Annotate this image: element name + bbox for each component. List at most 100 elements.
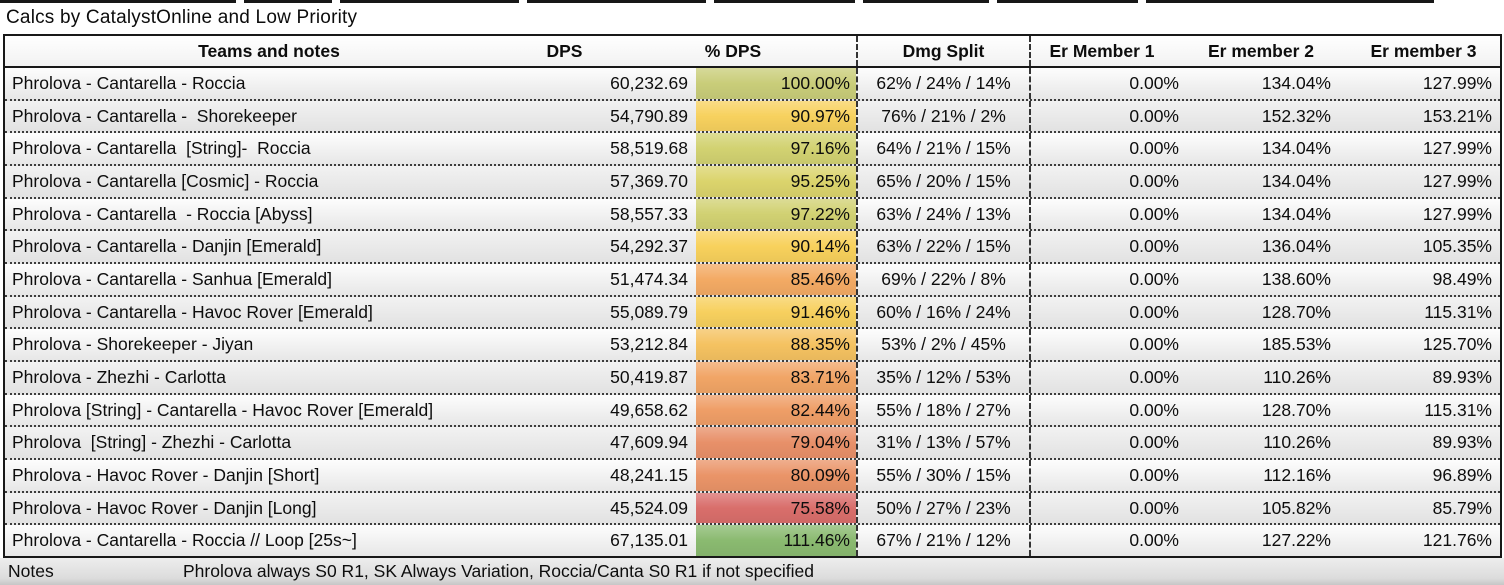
er-member-2-cell[interactable]: 128.70%: [1261, 301, 1331, 322]
er-member-2-cell[interactable]: 127.22%: [1261, 530, 1331, 551]
team-cell[interactable]: Phrolova - Cantarella [Cosmic] - Roccia: [12, 170, 319, 191]
pct-dps-cell[interactable]: 88.35%: [696, 329, 856, 361]
pct-dps-cell[interactable]: 83.71%: [696, 362, 856, 393]
team-cell[interactable]: Phrolova [String] - Zhezhi - Carlotta: [12, 432, 292, 453]
dmg-split-cell[interactable]: 55% / 18% / 27%: [856, 394, 1031, 426]
pct-dps-cell[interactable]: 82.44%: [696, 394, 856, 426]
column-header-pct-dps[interactable]: % DPS: [704, 40, 762, 61]
column-header-er-member-2[interactable]: Er member 2: [1207, 40, 1315, 61]
er-member-2-cell[interactable]: 112.16%: [1263, 464, 1331, 485]
dps-cell[interactable]: 67,135.01: [610, 530, 688, 551]
team-cell[interactable]: Phrolova - Shorekeeper - Jiyan: [12, 334, 254, 355]
dps-cell[interactable]: 55,089.79: [610, 301, 688, 322]
dmg-split-cell[interactable]: 53% / 2% / 45%: [856, 329, 1031, 361]
er-member-1-cell[interactable]: 0.00%: [1129, 497, 1179, 518]
pct-dps-cell[interactable]: 90.14%: [696, 231, 856, 263]
pct-dps-cell[interactable]: 97.16%: [696, 133, 856, 165]
er-member-2-cell[interactable]: 152.32%: [1261, 105, 1331, 126]
dps-cell[interactable]: 57,369.70: [610, 170, 688, 191]
er-member-1-cell[interactable]: 0.00%: [1129, 170, 1179, 191]
dmg-split-cell[interactable]: 31% / 13% / 57%: [856, 427, 1031, 459]
er-member-1-cell[interactable]: 0.00%: [1129, 399, 1179, 420]
er-member-3-cell[interactable]: 127.99%: [1422, 203, 1492, 224]
notes-text[interactable]: Phrolova always S0 R1, SK Always Variati…: [183, 561, 814, 581]
column-header-er-member-1[interactable]: Er Member 1: [1049, 40, 1155, 61]
er-member-2-cell[interactable]: 134.04%: [1261, 203, 1331, 224]
dmg-split-cell[interactable]: 63% / 22% / 15%: [856, 231, 1031, 263]
er-member-3-cell[interactable]: 89.93%: [1432, 366, 1492, 387]
er-member-2-cell[interactable]: 134.04%: [1261, 72, 1331, 93]
er-member-3-cell[interactable]: 121.76%: [1422, 530, 1492, 551]
er-member-3-cell[interactable]: 127.99%: [1422, 170, 1492, 191]
column-header-dmg-split[interactable]: Dmg Split: [856, 36, 1031, 66]
er-member-1-cell[interactable]: 0.00%: [1129, 334, 1179, 355]
team-cell[interactable]: Phrolova [String] - Cantarella - Havoc R…: [12, 399, 434, 420]
pct-dps-cell[interactable]: 97.22%: [696, 198, 856, 230]
er-member-3-cell[interactable]: 98.49%: [1432, 268, 1492, 289]
er-member-3-cell[interactable]: 115.31%: [1424, 301, 1492, 322]
pct-dps-cell[interactable]: 95.25%: [696, 166, 856, 197]
dmg-split-cell[interactable]: 76% / 21% / 2%: [856, 100, 1031, 132]
pct-dps-cell[interactable]: 90.97%: [696, 100, 856, 132]
dps-cell[interactable]: 60,232.69: [610, 72, 688, 93]
dmg-split-cell[interactable]: 50% / 27% / 23%: [856, 492, 1031, 524]
er-member-2-cell[interactable]: 134.04%: [1261, 170, 1331, 191]
er-member-3-cell[interactable]: 125.70%: [1422, 334, 1492, 355]
team-cell[interactable]: Phrolova - Cantarella [String]- Roccia: [12, 138, 311, 159]
er-member-2-cell[interactable]: 136.04%: [1261, 236, 1331, 257]
dmg-split-cell[interactable]: 62% / 24% / 14%: [856, 68, 1031, 99]
column-header-er-member-3[interactable]: Er member 3: [1370, 40, 1477, 61]
dps-cell[interactable]: 45,524.09: [610, 497, 688, 518]
dps-cell[interactable]: 53,212.84: [610, 334, 688, 355]
dmg-split-cell[interactable]: 67% / 21% / 12%: [856, 525, 1031, 557]
er-member-2-cell[interactable]: 110.26%: [1263, 366, 1331, 387]
column-header-dps[interactable]: DPS: [546, 40, 583, 61]
column-header-teams[interactable]: Teams and notes: [198, 40, 340, 61]
er-member-3-cell[interactable]: 153.21%: [1422, 105, 1492, 126]
er-member-2-cell[interactable]: 138.60%: [1261, 268, 1331, 289]
er-member-3-cell[interactable]: 89.93%: [1432, 432, 1492, 453]
dmg-split-cell[interactable]: 69% / 22% / 8%: [856, 264, 1031, 295]
dps-cell[interactable]: 58,557.33: [610, 203, 688, 224]
er-member-1-cell[interactable]: 0.00%: [1129, 138, 1179, 159]
pct-dps-cell[interactable]: 100.00%: [696, 68, 856, 99]
team-cell[interactable]: Phrolova - Cantarella - Roccia [Abyss]: [12, 203, 313, 224]
pct-dps-cell[interactable]: 85.46%: [696, 264, 856, 295]
team-cell[interactable]: Phrolova - Cantarella - Roccia // Loop […: [12, 530, 357, 551]
pct-dps-cell[interactable]: 91.46%: [696, 296, 856, 328]
dps-cell[interactable]: 58,519.68: [610, 138, 688, 159]
pct-dps-cell[interactable]: 80.09%: [696, 460, 856, 491]
dmg-split-cell[interactable]: 65% / 20% / 15%: [856, 166, 1031, 197]
team-cell[interactable]: Phrolova - Cantarella - Sanhua [Emerald]: [12, 268, 333, 289]
dmg-split-cell[interactable]: 64% / 21% / 15%: [856, 133, 1031, 165]
dps-cell[interactable]: 48,241.15: [610, 464, 688, 485]
er-member-1-cell[interactable]: 0.00%: [1129, 268, 1179, 289]
notes-label[interactable]: Notes: [8, 561, 54, 581]
dmg-split-cell[interactable]: 63% / 24% / 13%: [856, 198, 1031, 230]
er-member-1-cell[interactable]: 0.00%: [1129, 72, 1179, 93]
er-member-1-cell[interactable]: 0.00%: [1129, 530, 1179, 551]
er-member-2-cell[interactable]: 110.26%: [1263, 432, 1331, 453]
team-cell[interactable]: Phrolova - Cantarella - Danjin [Emerald]: [12, 236, 322, 257]
team-cell[interactable]: Phrolova - Havoc Rover - Danjin [Short]: [12, 464, 320, 485]
er-member-1-cell[interactable]: 0.00%: [1129, 236, 1179, 257]
dps-cell[interactable]: 54,790.89: [610, 105, 688, 126]
dps-cell[interactable]: 54,292.37: [610, 236, 688, 257]
er-member-1-cell[interactable]: 0.00%: [1129, 464, 1179, 485]
er-member-2-cell[interactable]: 134.04%: [1261, 138, 1331, 159]
team-cell[interactable]: Phrolova - Cantarella - Roccia: [12, 72, 246, 93]
er-member-3-cell[interactable]: 115.31%: [1424, 399, 1492, 420]
team-cell[interactable]: Phrolova - Zhezhi - Carlotta: [12, 366, 226, 387]
er-member-3-cell[interactable]: 85.79%: [1432, 497, 1492, 518]
er-member-3-cell[interactable]: 96.89%: [1432, 464, 1492, 485]
pct-dps-cell[interactable]: 111.46%: [696, 525, 856, 557]
dmg-split-cell[interactable]: 60% / 16% / 24%: [856, 296, 1031, 328]
er-member-1-cell[interactable]: 0.00%: [1129, 301, 1179, 322]
pct-dps-cell[interactable]: 75.58%: [696, 492, 856, 524]
er-member-1-cell[interactable]: 0.00%: [1129, 432, 1179, 453]
team-cell[interactable]: Phrolova - Cantarella - Shorekeeper: [12, 105, 298, 126]
team-cell[interactable]: Phrolova - Cantarella - Havoc Rover [Eme…: [12, 301, 373, 322]
er-member-1-cell[interactable]: 0.00%: [1129, 203, 1179, 224]
dps-cell[interactable]: 49,658.62: [610, 399, 688, 420]
er-member-3-cell[interactable]: 127.99%: [1422, 72, 1492, 93]
